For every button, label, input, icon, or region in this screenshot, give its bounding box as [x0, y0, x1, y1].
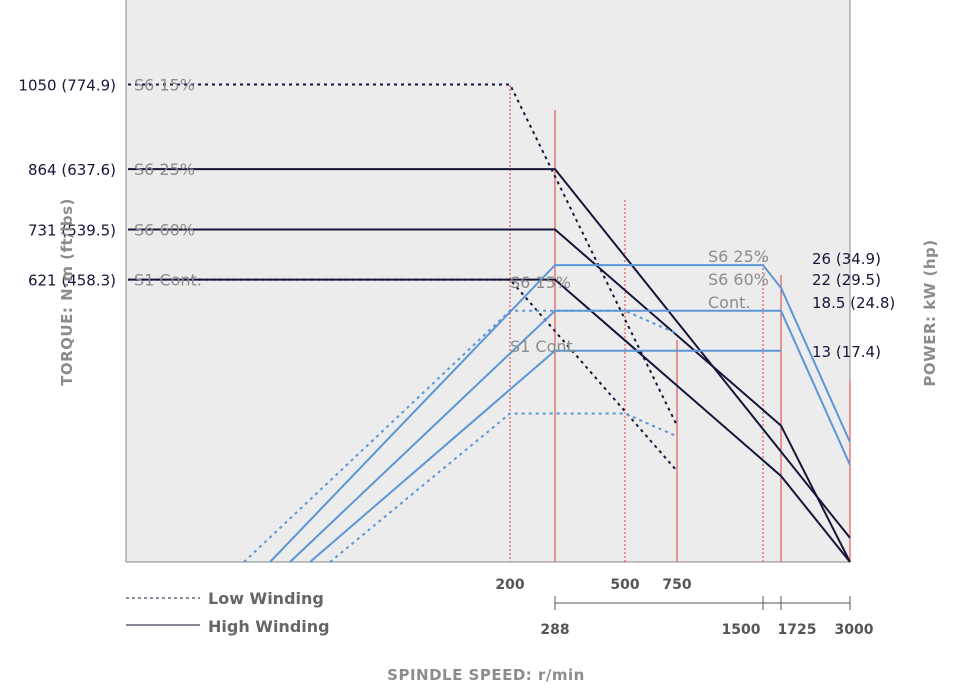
- speed-tick-top-500: 500: [610, 577, 639, 593]
- power-level-13: 13 (17.4): [812, 343, 881, 361]
- power-label-low-s6-15: S6 15%: [510, 273, 571, 292]
- speed-tick-bottom-288: 288: [540, 622, 569, 638]
- torque-level-1050: 1050 (774.9): [18, 76, 116, 94]
- speed-tick-bottom-1500: 1500: [722, 622, 761, 638]
- torque-series-label-2: S6 60%: [134, 221, 195, 240]
- torque-high-s6-25-line: [128, 168, 851, 539]
- legend-high-winding-label: High Winding: [208, 617, 330, 636]
- torque-high-s6-60-line: [128, 228, 851, 563]
- power-label-high-cont: Cont.: [708, 293, 750, 312]
- y-axis-left-title: TORQUE: N·m (ft/lbs): [58, 198, 76, 386]
- power-label-high-s6-25: S6 25%: [708, 247, 769, 266]
- x-axis-title: SPINDLE SPEED: r/min: [387, 666, 585, 684]
- torque-low-s6-15-line: [128, 83, 678, 427]
- speed-tick-bottom-1725: 1725: [778, 622, 817, 638]
- torque-series-label-3: S1 Cont.: [134, 271, 202, 290]
- power-high-s6-60-line: [289, 309, 851, 563]
- torque-high-s1-cont-line: [128, 278, 851, 563]
- legend-low-winding-label: Low Winding: [208, 589, 324, 608]
- power-level-26: 26 (34.9): [812, 250, 881, 268]
- power-label-high-s6-60: S6 60%: [708, 270, 769, 289]
- power-level-22: 22 (29.5): [812, 271, 881, 289]
- torque-level-621: 621 (458.3): [28, 272, 116, 290]
- power-low-s6-15-line: [243, 309, 678, 563]
- power-level-18-5: 18.5 (24.8): [812, 294, 895, 312]
- speed-tick-top-750: 750: [662, 577, 691, 593]
- speed-tick-top-200: 200: [495, 577, 524, 593]
- torque-series-label-1: S6 25%: [134, 160, 195, 179]
- torque-series-label-0: S6 15%: [134, 75, 195, 94]
- speed-tick-bottom-3000: 3000: [835, 622, 874, 638]
- power-label-low-s1-cont: S1 Cont.: [510, 337, 578, 356]
- torque-level-864: 864 (637.6): [28, 161, 116, 179]
- y-axis-right-title: POWER: kW (hp): [921, 239, 939, 386]
- torque-level-731: 731 (539.5): [28, 222, 116, 240]
- plot-area: [126, 0, 850, 562]
- power-high-cont-line: [309, 349, 781, 563]
- power-high-s6-25-line: [269, 264, 851, 563]
